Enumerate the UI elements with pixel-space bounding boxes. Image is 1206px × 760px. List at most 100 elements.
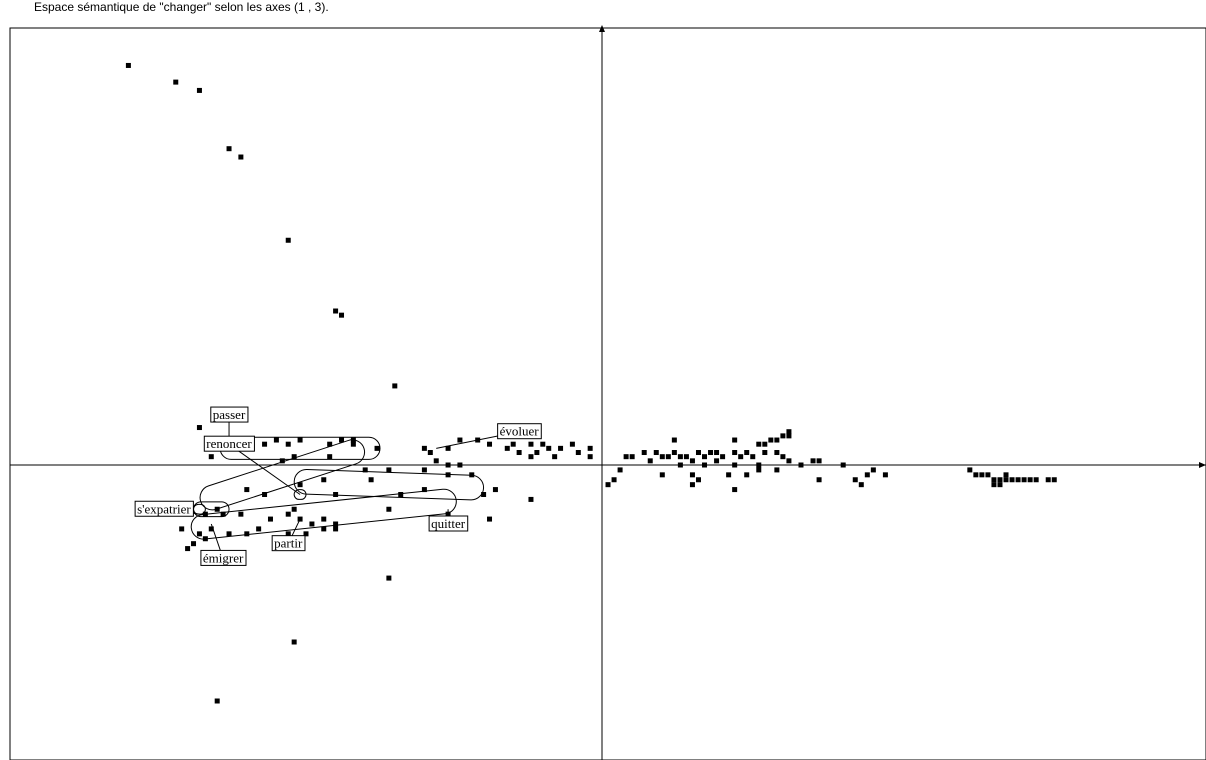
- point-label: évoluer: [497, 423, 542, 440]
- data-point: [516, 450, 522, 456]
- point-label: partir: [271, 535, 306, 552]
- data-point: [1003, 472, 1009, 478]
- data-point: [327, 441, 333, 447]
- data-point: [587, 445, 593, 451]
- data-point: [997, 477, 1003, 483]
- data-point: [756, 441, 762, 447]
- data-point: [421, 445, 427, 451]
- data-point: [647, 458, 653, 464]
- data-point: [445, 472, 451, 478]
- data-point: [262, 492, 268, 497]
- data-point: [768, 437, 774, 443]
- data-point: [374, 445, 380, 451]
- data-point: [552, 454, 558, 460]
- data-point: [798, 462, 804, 468]
- data-point: [695, 477, 701, 483]
- data-point: [852, 477, 858, 483]
- data-point: [421, 467, 427, 473]
- data-point: [475, 437, 481, 443]
- data-point: [510, 441, 516, 447]
- point-label: passer: [210, 406, 249, 423]
- data-point: [386, 506, 392, 512]
- cluster-outline: [293, 489, 307, 500]
- data-point: [702, 454, 708, 460]
- data-point: [653, 450, 659, 456]
- data-point: [1009, 477, 1015, 483]
- data-point: [756, 467, 762, 473]
- data-point: [427, 450, 433, 456]
- data-point: [756, 462, 762, 468]
- data-point: [1003, 477, 1009, 483]
- leader-line: [228, 443, 301, 495]
- data-point: [368, 477, 374, 483]
- data-point: [321, 516, 327, 522]
- plot-frame: [9, 27, 1206, 760]
- data-point: [967, 467, 973, 473]
- data-point: [1021, 477, 1027, 483]
- data-point: [714, 458, 720, 464]
- data-point: [469, 472, 475, 478]
- data-point: [196, 531, 202, 537]
- data-point: [291, 639, 297, 645]
- data-point: [297, 516, 303, 522]
- data-point: [726, 472, 732, 478]
- data-point: [238, 511, 244, 517]
- data-points: [125, 62, 1057, 704]
- point-label-text: partir: [274, 536, 303, 551]
- data-point: [1033, 477, 1039, 483]
- data-point: [392, 383, 398, 389]
- data-point: [816, 477, 822, 483]
- point-label-box: [203, 435, 255, 452]
- data-point: [882, 472, 888, 478]
- point-label-text: renoncer: [206, 436, 252, 451]
- data-point: [587, 454, 593, 460]
- data-point: [810, 458, 816, 464]
- data-point: [689, 482, 695, 488]
- data-point: [285, 531, 291, 537]
- point-label-text: émigrer: [203, 550, 244, 565]
- data-point: [297, 482, 303, 488]
- data-point: [279, 458, 285, 464]
- data-point: [671, 437, 677, 443]
- data-point: [238, 154, 244, 160]
- data-point: [492, 487, 498, 493]
- data-point: [321, 526, 327, 532]
- data-point: [297, 437, 303, 443]
- data-point: [528, 454, 534, 460]
- data-point: [786, 433, 792, 439]
- point-label-text: évoluer: [500, 424, 540, 439]
- data-point: [973, 472, 979, 478]
- data-point: [558, 445, 564, 451]
- data-point: [665, 454, 671, 460]
- cluster-outline: [190, 488, 457, 540]
- data-point: [1051, 477, 1057, 483]
- cluster-outline: [199, 439, 366, 511]
- data-point: [732, 450, 738, 456]
- data-point: [623, 454, 629, 460]
- data-point: [858, 482, 864, 488]
- data-point: [350, 437, 356, 443]
- data-point: [840, 462, 846, 468]
- data-point: [534, 450, 540, 456]
- data-point: [333, 521, 339, 527]
- point-label-text: s'expatrier: [137, 501, 191, 516]
- data-point: [744, 472, 750, 478]
- chart-title: Espace sémantique de "changer" selon les…: [34, 0, 329, 14]
- data-point: [708, 450, 714, 456]
- data-point: [196, 425, 202, 431]
- data-point: [732, 487, 738, 493]
- data-point: [202, 511, 208, 517]
- data-point: [457, 437, 463, 443]
- data-point: [481, 492, 487, 497]
- data-point: [659, 454, 665, 460]
- data-point: [350, 441, 356, 447]
- data-point: [333, 492, 339, 497]
- data-point: [683, 454, 689, 460]
- data-point: [689, 458, 695, 464]
- data-point: [226, 531, 232, 537]
- data-point: [362, 467, 368, 473]
- data-point: [445, 462, 451, 468]
- data-point: [671, 450, 677, 456]
- data-point: [744, 450, 750, 456]
